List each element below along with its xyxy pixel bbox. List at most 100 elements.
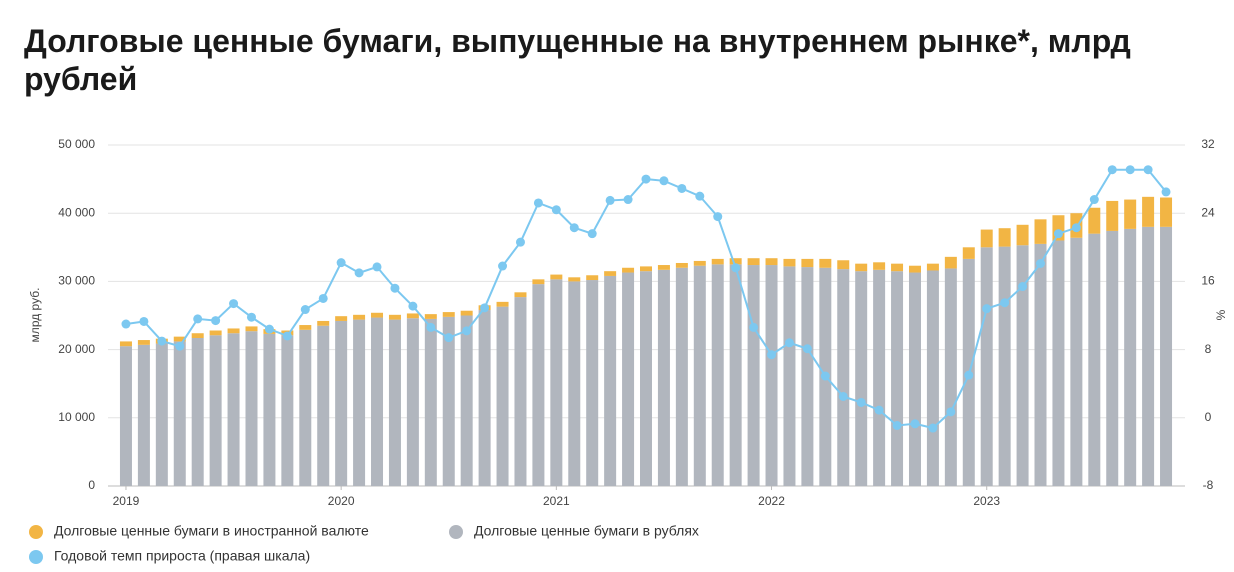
line-point	[1036, 258, 1046, 268]
line-point	[910, 419, 920, 429]
line-point	[569, 223, 579, 233]
y2-tick-label: 24	[1201, 205, 1215, 219]
bar-segment	[209, 335, 222, 486]
bar-segment	[622, 267, 635, 273]
bar-segment	[388, 314, 401, 320]
bar-segment	[335, 316, 348, 321]
line-point	[462, 326, 472, 336]
legend-label: Годовой темп прироста (правая шкала)	[54, 548, 310, 564]
bar-segment	[1016, 245, 1029, 486]
bar-segment	[998, 246, 1011, 486]
bar-segment	[693, 260, 706, 266]
bar-segment	[837, 260, 850, 270]
line-point	[749, 322, 759, 332]
bar-segment	[191, 333, 204, 339]
bar-segment	[173, 336, 186, 342]
bar-segment	[1106, 230, 1119, 486]
bar-segment	[568, 281, 581, 486]
line-point	[1071, 223, 1081, 233]
line-point	[1107, 165, 1117, 175]
line-point	[426, 322, 436, 332]
bar-segment	[801, 267, 814, 486]
line-point	[444, 333, 454, 343]
line-point	[175, 341, 185, 351]
line-point	[677, 183, 687, 193]
bar-segment	[1160, 197, 1173, 227]
bar-segment	[299, 325, 312, 330]
line-point	[587, 229, 597, 239]
bar-segment	[227, 328, 240, 334]
bar-segment	[604, 275, 617, 486]
y2-tick-label: 8	[1205, 342, 1212, 356]
bar-segment	[675, 262, 688, 268]
line-point	[1089, 195, 1099, 205]
y-tick-label: 30 000	[58, 274, 95, 288]
bar-segment	[191, 338, 204, 486]
bar-segment	[640, 271, 652, 486]
bar-segment	[371, 317, 384, 486]
line-point	[928, 423, 938, 433]
bar-segment	[1088, 233, 1101, 486]
bar-segment	[514, 297, 527, 486]
line-point	[318, 293, 328, 303]
bar-segment	[711, 264, 724, 486]
bar-segment	[729, 264, 742, 486]
bar-segment	[1160, 226, 1173, 486]
line-point	[121, 319, 131, 329]
y-tick-label: 20 000	[58, 342, 95, 356]
bar-segment	[227, 333, 240, 486]
bar-segment	[335, 320, 348, 486]
line-point	[354, 268, 364, 278]
line-point	[1018, 282, 1028, 292]
bar-segment	[819, 258, 832, 268]
bar-segment	[783, 258, 796, 267]
bar-segment	[353, 314, 366, 320]
line-point	[1161, 187, 1171, 197]
bar-segment	[1106, 200, 1119, 231]
bar-segment	[550, 274, 563, 280]
bar-segment	[586, 280, 599, 486]
line-point	[246, 312, 256, 322]
bar-segment	[675, 267, 688, 486]
bar-segment	[765, 258, 778, 266]
bar-segment	[119, 341, 132, 347]
bar-segment	[873, 269, 886, 486]
line-point	[408, 301, 418, 311]
bar-segment	[281, 335, 294, 486]
bar-segment	[747, 265, 760, 486]
bar-segment	[173, 341, 186, 486]
legend-label: Долговые ценные бумаги в иностранной вал…	[54, 523, 369, 539]
bar-segment	[353, 319, 366, 486]
bar-segment	[873, 262, 886, 270]
line-point	[1125, 165, 1135, 175]
bar-segment	[245, 331, 258, 486]
line-point	[1053, 229, 1063, 239]
y-tick-label: 0	[88, 478, 95, 492]
bar-segment	[783, 266, 796, 486]
bar-segment	[299, 329, 312, 486]
bar-segment	[1034, 219, 1047, 244]
bar-segment	[1124, 199, 1137, 229]
bar-segment	[1124, 228, 1137, 487]
bar-segment	[424, 318, 437, 486]
line-point	[713, 212, 723, 222]
y2-tick-label: -8	[1203, 478, 1214, 492]
bar-segment	[980, 247, 993, 486]
bar-segment	[371, 312, 384, 318]
line-point	[264, 324, 274, 334]
bar-segment	[1070, 237, 1083, 486]
bar-segment	[1142, 226, 1155, 486]
y-tick-label: 50 000	[58, 137, 95, 151]
bar-segment	[604, 271, 617, 276]
x-tick-label: 2020	[328, 494, 355, 508]
line-point	[1000, 298, 1010, 308]
line-point	[300, 305, 310, 315]
line-point	[605, 195, 615, 205]
bar-segment	[245, 326, 258, 332]
bar-segment	[317, 320, 330, 326]
bar-segment	[640, 266, 652, 272]
bar-segment	[137, 340, 150, 345]
bar-segment	[496, 306, 509, 486]
